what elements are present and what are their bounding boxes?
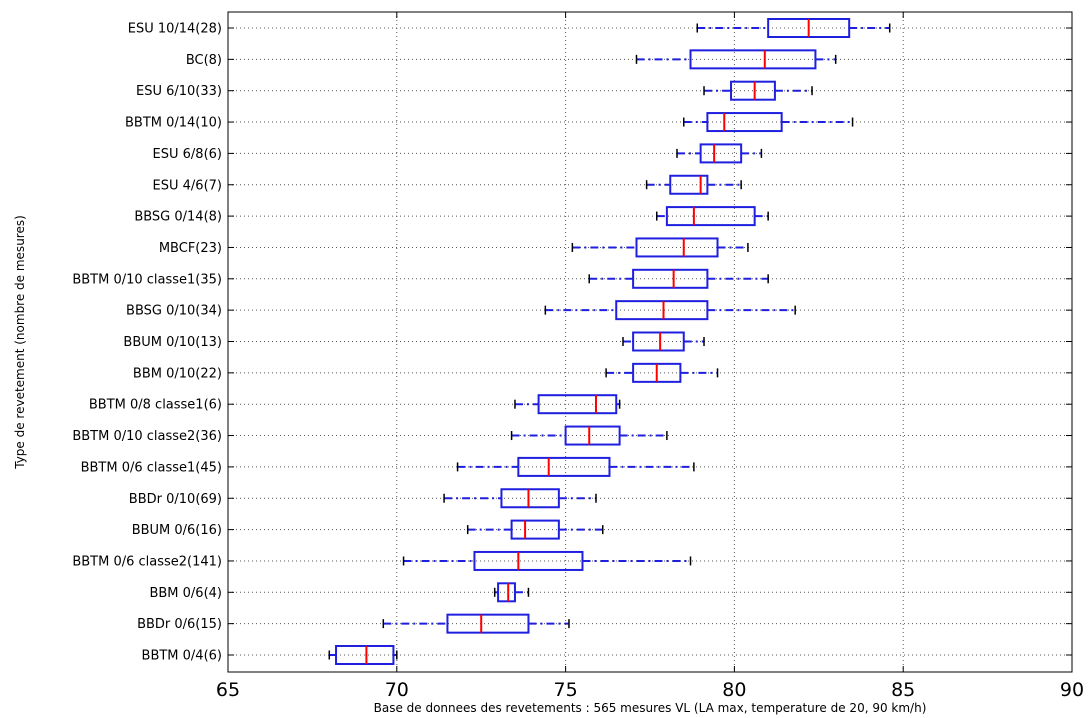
x-axis-title: Base de donnees des revetements : 565 me… — [374, 701, 927, 715]
iqr-box — [689, 49, 817, 70]
boxplot-item — [645, 174, 742, 195]
iqr-box — [517, 456, 611, 477]
iqr-box — [473, 550, 584, 571]
boxplot-item — [514, 394, 621, 415]
grid-layer — [227, 12, 1073, 672]
boxplot-item — [605, 362, 719, 383]
boxplot-item — [443, 488, 597, 509]
x-tick-label: 85 — [891, 679, 915, 701]
iqr-box — [335, 645, 395, 665]
x-tick-label: 90 — [1060, 679, 1084, 701]
boxplot-item — [696, 18, 891, 38]
category-label: BBM 0/6(4) — [149, 586, 222, 601]
category-label: ESU 6/8(6) — [153, 147, 222, 162]
category-label: BBDr 0/6(15) — [137, 617, 222, 632]
x-tick-label: 80 — [722, 679, 746, 701]
category-label: BBTM 0/14(10) — [125, 116, 222, 131]
iqr-box — [564, 425, 621, 446]
x-tick-label: 75 — [554, 679, 578, 701]
category-label: BBTM 0/4(6) — [142, 649, 222, 664]
x-tick-label: 65 — [216, 679, 240, 701]
iqr-box — [665, 206, 756, 227]
category-label: ESU 10/14(28) — [128, 22, 222, 37]
tick-layer — [227, 12, 1073, 672]
boxplot-item — [382, 613, 570, 634]
category-label: BBSG 0/10(34) — [126, 304, 222, 319]
y-axis-title: Type de revetement (nombre de mesures) — [13, 215, 27, 470]
category-label: BBTM 0/8 classe1(6) — [89, 398, 222, 413]
category-label: BBUM 0/6(16) — [132, 523, 222, 538]
iqr-box — [669, 174, 709, 195]
category-label: BBTM 0/6 classe2(141) — [72, 554, 222, 569]
boxplot-item — [622, 331, 705, 352]
box-layer — [328, 18, 891, 665]
boxplot-item — [635, 49, 837, 70]
category-label: BC(8) — [186, 53, 222, 68]
category-label: BBTM 0/6 classe1(45) — [81, 460, 222, 475]
category-label: BBUM 0/10(13) — [123, 335, 222, 350]
boxplot-item — [588, 268, 769, 289]
boxplot-item — [402, 550, 692, 571]
category-label: ESU 6/10(33) — [136, 84, 222, 99]
category-label: BBTM 0/10 classe1(35) — [72, 272, 222, 287]
iqr-box — [615, 300, 709, 321]
boxplot-item — [703, 80, 813, 101]
boxplot-item — [510, 425, 668, 446]
category-label: ESU 4/6(7) — [153, 178, 222, 193]
category-label: MBCF(23) — [159, 241, 222, 256]
iqr-box — [497, 582, 516, 603]
label-layer: 65 70 75 80 85 90 ESU 10/14(28) BC(8) ESU 6/10(3… — [72, 22, 1084, 702]
category-label: BBM 0/10(22) — [133, 366, 222, 381]
category-label: BBTM 0/10 classe2(36) — [72, 429, 222, 444]
boxplot-item — [656, 206, 769, 227]
category-label: BBDr 0/10(69) — [129, 492, 222, 507]
iqr-box — [537, 394, 618, 415]
iqr-box — [730, 80, 776, 101]
boxplot-item — [466, 519, 604, 540]
boxplot-item — [544, 300, 796, 321]
iqr-box — [699, 143, 743, 164]
boxplot-item — [571, 237, 749, 258]
iqr-box — [632, 331, 685, 352]
x-tick-label: 70 — [385, 679, 409, 701]
boxplot-item — [683, 112, 854, 133]
iqr-box — [632, 268, 709, 289]
iqr-box — [446, 613, 530, 634]
boxplot-item — [493, 582, 530, 603]
boxplot-item — [676, 143, 763, 164]
iqr-box — [635, 237, 719, 258]
boxplot-item — [328, 645, 398, 665]
iqr-box — [706, 112, 783, 133]
plot-frame — [227, 11, 1073, 673]
iqr-box — [510, 519, 560, 540]
iqr-box — [500, 488, 560, 509]
boxplot-item — [456, 456, 695, 477]
category-label: BBSG 0/14(8) — [134, 210, 222, 225]
